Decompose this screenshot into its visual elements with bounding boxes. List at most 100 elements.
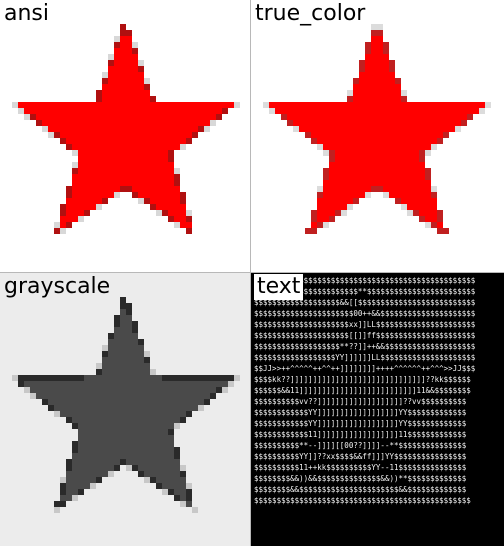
star-pixel [323,114,329,120]
star-pixel [228,375,234,381]
star-pixel [437,126,443,132]
star-pixel [365,132,371,138]
star-pixel [365,54,371,60]
star-pixel [198,387,204,393]
star-pixel [407,132,413,138]
star-pixel [353,192,359,198]
star-pixel [90,126,96,132]
star-pixel [425,150,431,156]
star-pixel [347,150,353,156]
star-pixel [54,228,60,234]
star-pixel [395,198,401,204]
star-pixel [66,222,72,228]
star-pixel [377,180,383,186]
star-pixel [132,132,138,138]
star-pixel [120,42,126,48]
star-pixel [425,108,431,114]
star-pixel [114,417,120,423]
star-pixel [72,471,78,477]
star-pixel [150,453,156,459]
star-pixel [84,108,90,114]
star-pixel [96,162,102,168]
star-pixel [371,174,377,180]
star-pixel [78,156,84,162]
star-pixel [144,108,150,114]
star-pixel [293,102,299,108]
star-pixel [389,138,395,144]
star-pixel [126,309,132,315]
star-pixel [311,228,317,234]
star-pixel [132,102,138,108]
star-pixel [126,186,132,192]
star-pixel [114,405,120,411]
star-pixel [323,132,329,138]
star-pixel [305,228,311,234]
star-pixel [66,471,72,477]
star-pixel [132,411,138,417]
star-pixel [102,126,108,132]
star-pixel [347,120,353,126]
star-pixel [263,102,269,108]
star-pixel [359,162,365,168]
star-pixel [234,102,240,108]
star-pixel [96,393,102,399]
star-pixel [102,162,108,168]
star-pixel [120,357,126,363]
star-pixel [78,168,84,174]
star-pixel [36,393,42,399]
star-pixel [162,102,168,108]
star-pixel [114,114,120,120]
star-pixel [365,84,371,90]
star-pixel [132,375,138,381]
star-pixel [96,375,102,381]
star-pixel [377,24,383,30]
star-pixel [204,387,210,393]
star-pixel [48,126,54,132]
star-pixel [120,321,126,327]
star-pixel [150,156,156,162]
star-pixel [365,72,371,78]
star-pixel [365,114,371,120]
star-pixel [114,411,120,417]
star-pixel [96,132,102,138]
star-pixel [425,180,431,186]
star-pixel [78,114,84,120]
star-pixel [341,102,347,108]
star-pixel [353,78,359,84]
star-pixel [96,204,102,210]
star-pixel [377,162,383,168]
star-pixel [401,156,407,162]
star-pixel [317,204,323,210]
star-pixel [60,405,66,411]
star-pixel [413,138,419,144]
star-pixel [120,447,126,453]
star-pixel [371,102,377,108]
star-pixel [66,405,72,411]
star-pixel [150,132,156,138]
star-pixel [168,168,174,174]
star-pixel [323,150,329,156]
star-pixel [138,66,144,72]
star-pixel [144,429,150,435]
star-pixel [78,375,84,381]
star-pixel [120,96,126,102]
star-pixel [108,84,114,90]
star-pixel [120,309,126,315]
star-pixel [66,108,72,114]
star-pixel [42,375,48,381]
star-pixel [90,162,96,168]
star-pixel [78,423,84,429]
star-pixel [84,168,90,174]
star-pixel [114,84,120,90]
star-pixel [389,180,395,186]
star-pixel [383,186,389,192]
star-pixel [419,216,425,222]
star-pixel [210,102,216,108]
panel-label-ansi: ansi [4,1,49,26]
star-pixel [419,180,425,186]
star-pixel [425,114,431,120]
star-pixel [84,138,90,144]
star-pixel [162,375,168,381]
star-pixel [96,429,102,435]
star-pixel [150,150,156,156]
